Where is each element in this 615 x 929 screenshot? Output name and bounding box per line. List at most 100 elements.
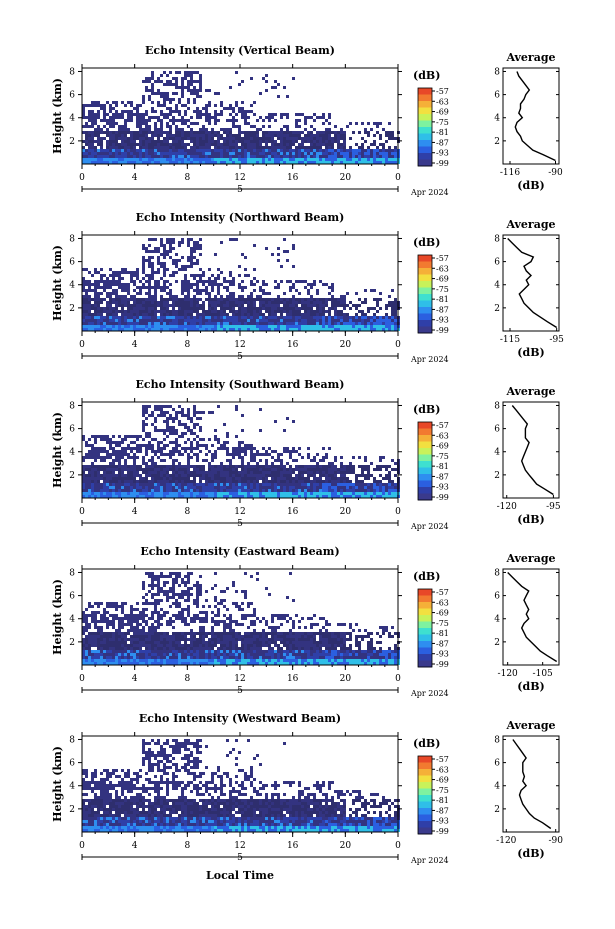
heatmap-cell [265,131,268,134]
panel-vertical: Echo Intensity (Vertical Beam)Height (km… [51,44,563,197]
heatmap-cell [85,131,88,134]
heatmap-cell [154,307,157,310]
heatmap-cell [349,325,352,328]
heatmap-cell [142,411,145,414]
heatmap-cell [217,304,220,307]
heatmap-cell [322,474,325,477]
heatmap-cell [127,149,130,152]
heatmap-cell [160,149,163,152]
heatmap-cell [148,572,151,575]
heatmap-cell [298,155,301,158]
heatmap-cell [169,98,172,101]
heatmap-cell [295,477,298,480]
heatmap-cell [133,289,136,292]
heatmap-cell [364,316,367,319]
heatmap-cell [277,301,280,304]
heatmap-cell [352,456,355,459]
heatmap-cell [223,489,226,492]
heatmap-cell [199,131,202,134]
heatmap-cell [286,477,289,480]
heatmap-cell [142,429,145,432]
heatmap-cell [199,429,202,432]
heatmap-cell [238,471,241,474]
heatmap-cell [160,241,163,244]
heatmap-cell [157,259,160,262]
heatmap-cell [91,101,94,104]
heatmap-cell [253,310,256,313]
heatmap-cell [307,149,310,152]
heatmap-cell [247,304,250,307]
heatmap-cell [157,304,160,307]
heatmap-cell [289,298,292,301]
heatmap-cell [181,411,184,414]
heatmap-cell [169,101,172,104]
heatmap-cell [181,155,184,158]
heatmap-cell [310,313,313,316]
heatmap-cell [142,325,145,328]
heatmap-cell [118,131,121,134]
heatmap-cell [265,89,268,92]
heatmap-cell [376,155,379,158]
heatmap-cell [154,310,157,313]
heatmap-cell [259,140,262,143]
heatmap-cell [217,486,220,489]
heatmap-cell [97,450,100,453]
heatmap-cell [163,271,166,274]
heatmap-cell [307,477,310,480]
heatmap-cell [271,328,274,331]
heatmap-cell [124,459,127,462]
heatmap-cell [214,319,217,322]
heatmap-cell [394,468,397,471]
heatmap-cell [205,310,208,313]
heatmap-cell [88,140,91,143]
heatmap-cell [235,71,238,74]
heatmap-cell [172,301,175,304]
heatmap-cell [199,471,202,474]
heatmap-cell [292,131,295,134]
heatmap-cell [310,161,313,164]
heatmap-cell [97,328,100,331]
heatmap-cell [298,465,301,468]
heatmap-cell [163,71,166,74]
heatmap-cell [112,283,115,286]
heatmap-cell [166,280,169,283]
heatmap-cell [298,489,301,492]
heatmap-cell [163,283,166,286]
heatmap-cell [172,259,175,262]
heatmap-cell [193,295,196,298]
heatmap-cell [232,313,235,316]
heatmap-cell [97,313,100,316]
heatmap-cell [139,477,142,480]
average-y-tick-label: 8 [494,401,500,411]
heatmap-cell [259,310,262,313]
heatmap-cell [154,280,157,283]
heatmap-cell [100,152,103,155]
heatmap-cell [136,286,139,289]
heatmap-cell [376,480,379,483]
heatmap-cell [166,435,169,438]
heatmap-cell [325,456,328,459]
heatmap-cell [121,447,124,450]
heatmap-cell [292,310,295,313]
heatmap-cell [247,477,250,480]
heatmap-cell [220,468,223,471]
heatmap-cell [301,149,304,152]
heatmap-cell [394,313,397,316]
heatmap-cell [163,459,166,462]
heatmap-cell [163,161,166,164]
heatmap-cell [124,462,127,465]
heatmap-cell [154,471,157,474]
heatmap-cell [85,328,88,331]
heatmap-cell [361,146,364,149]
heatmap-cell [349,462,352,465]
heatmap-cell [103,480,106,483]
heatmap-cell [91,313,94,316]
heatmap-cell [160,262,163,265]
heatmap-cell [229,292,232,295]
heatmap-cell [100,316,103,319]
heatmap-cell [367,468,370,471]
heatmap-cell [385,313,388,316]
heatmap-cell [148,292,151,295]
heatmap-cell [112,131,115,134]
heatmap-cell [160,304,163,307]
